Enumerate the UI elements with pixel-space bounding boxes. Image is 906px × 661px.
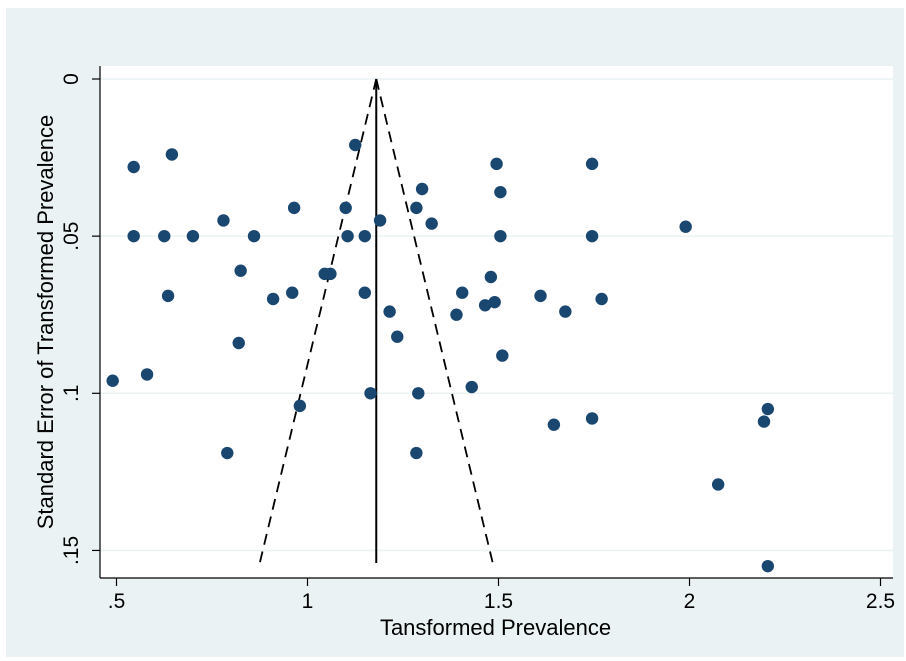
data-point — [488, 295, 501, 309]
y-axis-title: Standard Error of Transformed Prevalence — [33, 115, 58, 530]
data-point — [711, 478, 725, 491]
data-point — [358, 229, 371, 243]
data-point — [534, 289, 547, 303]
data-point — [465, 380, 478, 394]
data-point — [158, 229, 171, 243]
data-point — [761, 559, 775, 573]
data-point — [585, 412, 599, 425]
data-point — [456, 286, 469, 299]
data-point — [494, 185, 507, 199]
data-point — [217, 214, 230, 227]
data-point — [595, 292, 608, 306]
data-point — [490, 157, 503, 171]
data-point — [679, 220, 692, 233]
data-point — [247, 229, 261, 243]
data-point — [127, 160, 140, 174]
data-point — [358, 286, 371, 299]
data-point — [287, 201, 301, 215]
plot-area — [100, 66, 893, 578]
data-point — [339, 201, 352, 215]
data-point — [232, 336, 245, 350]
data-point — [324, 267, 337, 281]
data-point — [450, 308, 463, 321]
y-tick-label: 0 — [60, 73, 83, 85]
data-point — [127, 229, 140, 243]
x-tick-label: .5 — [108, 590, 126, 613]
data-point — [266, 292, 280, 306]
data-points — [106, 138, 775, 573]
data-point — [161, 289, 175, 303]
data-point — [410, 446, 423, 460]
data-point — [547, 418, 561, 431]
axes — [99, 66, 893, 579]
x-tick-label: 1.5 — [484, 590, 513, 613]
data-point — [415, 182, 429, 196]
data-point — [757, 415, 771, 428]
y-tick-label: .15 — [60, 536, 83, 565]
data-point — [364, 387, 377, 400]
data-point — [425, 217, 438, 230]
data-point — [286, 286, 299, 299]
data-point — [494, 229, 507, 243]
y-axis-ticks: 0 .05 .1 .15 — [60, 73, 100, 565]
data-point — [585, 157, 599, 171]
data-point — [221, 446, 234, 460]
x-axis-ticks: .5 1 1.5 2 2.5 — [108, 578, 895, 613]
data-point — [391, 330, 404, 343]
y-tick-label: .1 — [60, 385, 83, 403]
data-point — [165, 148, 179, 161]
x-axis-title: Tansformed Prevalence — [380, 615, 611, 640]
x-tick-label: 2.5 — [866, 590, 895, 613]
data-point — [412, 387, 425, 400]
data-point — [373, 214, 387, 227]
x-tick-label: 2 — [684, 590, 696, 613]
data-point — [234, 264, 247, 277]
data-point — [186, 229, 200, 243]
data-point — [106, 374, 119, 387]
data-point — [496, 349, 509, 362]
data-point — [341, 229, 354, 243]
funnel-right-line — [375, 78, 494, 564]
funnel-lines — [258, 78, 494, 564]
data-point — [293, 399, 307, 413]
data-point — [478, 299, 492, 312]
data-point — [761, 402, 775, 416]
data-point — [484, 270, 498, 284]
data-point — [585, 229, 599, 243]
funnel-left-line — [258, 78, 378, 564]
data-point — [140, 368, 154, 381]
y-tick-label: .05 — [60, 222, 83, 251]
data-point — [349, 138, 362, 152]
x-tick-label: 1 — [302, 590, 314, 613]
data-point — [383, 305, 396, 318]
data-point — [559, 305, 572, 318]
data-point — [410, 201, 423, 215]
